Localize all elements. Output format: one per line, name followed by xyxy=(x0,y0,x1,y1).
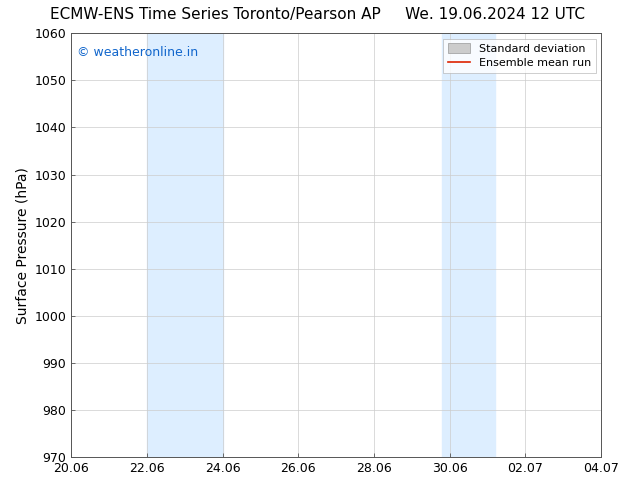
Text: ECMW-ENS Time Series Toronto/Pearson AP     We. 19.06.2024 12 UTC: ECMW-ENS Time Series Toronto/Pearson AP … xyxy=(49,7,585,23)
Text: © weatheronline.in: © weatheronline.in xyxy=(77,46,198,59)
Legend: Standard deviation, Ensemble mean run: Standard deviation, Ensemble mean run xyxy=(443,39,595,73)
Bar xyxy=(147,33,223,457)
Bar xyxy=(442,33,495,457)
Y-axis label: Surface Pressure (hPa): Surface Pressure (hPa) xyxy=(15,167,29,323)
